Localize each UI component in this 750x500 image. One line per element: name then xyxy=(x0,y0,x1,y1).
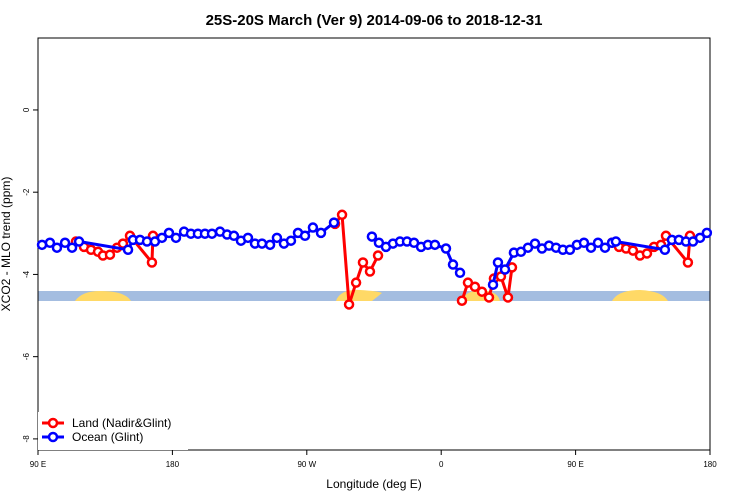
data-point xyxy=(456,295,468,306)
data-point xyxy=(469,281,481,293)
y-tick-label: -8 xyxy=(22,435,31,443)
data-point xyxy=(499,264,511,275)
x-tick-label: 90 E xyxy=(567,460,583,469)
data-point xyxy=(51,242,63,253)
data-point xyxy=(447,259,459,270)
data-point xyxy=(285,235,297,246)
legend-label: Land (Nadir&Glint) xyxy=(72,416,171,430)
data-point xyxy=(366,231,378,242)
y-tick-label: -2 xyxy=(22,188,31,196)
data-point xyxy=(364,266,376,277)
data-point xyxy=(264,239,276,251)
data-point xyxy=(476,286,488,297)
data-point xyxy=(599,242,611,253)
data-point xyxy=(59,237,71,249)
data-point xyxy=(492,257,504,268)
land-patch xyxy=(75,291,131,301)
data-point xyxy=(701,227,713,239)
chart-title: 25S-20S March (Ver 9) 2014-09-06 to 2018… xyxy=(206,12,543,29)
land-ocean-mask xyxy=(38,289,710,301)
legend-swatch-marker xyxy=(47,431,59,443)
data-point xyxy=(163,227,175,239)
data-point xyxy=(73,236,85,247)
x-tick-label: 180 xyxy=(166,460,180,469)
data-point xyxy=(694,232,706,244)
data-point xyxy=(242,232,254,244)
x-tick-label: 90 E xyxy=(30,460,46,469)
data-point xyxy=(66,242,78,253)
data-point xyxy=(564,244,576,256)
data-point xyxy=(429,239,441,251)
data-point xyxy=(315,227,327,239)
data-point xyxy=(170,232,182,244)
data-point xyxy=(307,222,319,233)
land-patch xyxy=(612,290,668,301)
data-point xyxy=(122,244,134,256)
data-point xyxy=(336,209,348,221)
data-point xyxy=(641,248,653,259)
data-point xyxy=(256,238,268,249)
data-point xyxy=(206,228,218,239)
x-tick-label: 180 xyxy=(703,460,717,469)
data-point xyxy=(487,279,499,290)
x-axis-label: Longitude (deg E) xyxy=(326,477,421,491)
data-point xyxy=(372,250,384,261)
data-point xyxy=(659,244,671,256)
data-point xyxy=(585,242,597,253)
data-point xyxy=(440,243,452,254)
data-point xyxy=(529,238,541,249)
data-point xyxy=(104,249,116,260)
data-point xyxy=(682,257,694,268)
data-point xyxy=(228,230,240,242)
x-tick-label: 0 xyxy=(439,460,444,469)
data-point xyxy=(578,237,590,249)
data-point xyxy=(271,232,283,244)
data-point xyxy=(343,299,355,310)
legend-swatch-marker xyxy=(47,417,59,429)
data-point xyxy=(44,237,56,249)
data-point xyxy=(146,257,158,268)
data-point xyxy=(454,267,466,279)
data-point xyxy=(610,236,622,247)
y-tick-label: -6 xyxy=(22,353,31,361)
x-tick-label: 90 W xyxy=(297,460,316,469)
data-point xyxy=(502,292,514,303)
data-point xyxy=(592,237,604,249)
legend xyxy=(38,412,188,450)
legend-label: Ocean (Glint) xyxy=(72,430,143,444)
y-axis-label: XCO2 - MLO trend (ppm) xyxy=(0,177,13,312)
y-tick-label: -4 xyxy=(22,270,31,278)
data-point xyxy=(483,292,495,303)
y-tick-label: 0 xyxy=(22,107,31,112)
data-point xyxy=(357,257,369,268)
data-point xyxy=(627,245,639,256)
data-point xyxy=(350,277,362,288)
data-point xyxy=(156,232,168,244)
data-point xyxy=(299,230,311,242)
data-point xyxy=(328,217,340,228)
